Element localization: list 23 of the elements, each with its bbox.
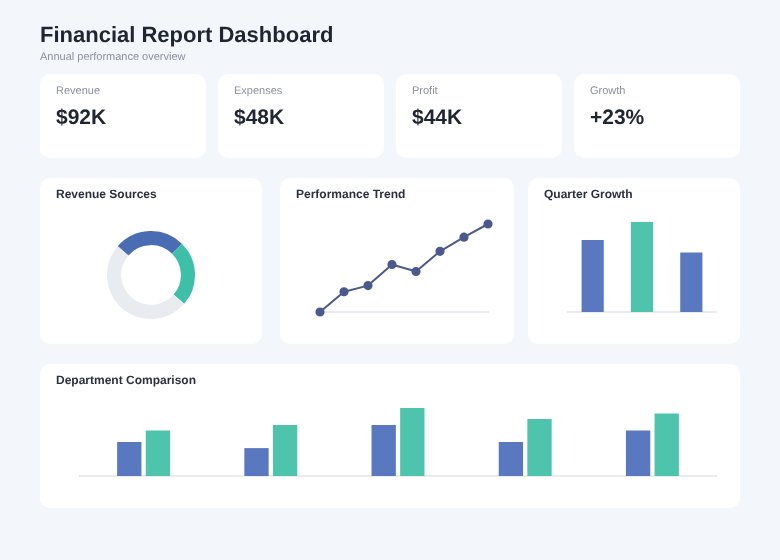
- bar: [654, 413, 679, 476]
- point: [339, 287, 349, 297]
- text: $48K: [234, 106, 285, 130]
- bar: [400, 408, 425, 476]
- bar: [371, 425, 396, 476]
- bar: [272, 425, 298, 476]
- point: [435, 246, 445, 256]
- text: Financial Report Dashboard: [40, 24, 334, 48]
- bar: [117, 442, 142, 476]
- bar: [145, 430, 171, 476]
- text: $44K: [412, 106, 463, 130]
- point: [363, 281, 373, 291]
- point: [483, 219, 493, 229]
- point: [387, 259, 397, 270]
- text: $92K: [56, 106, 107, 130]
- bar: [498, 442, 524, 476]
- point: [315, 307, 325, 317]
- point: [459, 232, 469, 242]
- text: +23%: [590, 106, 645, 130]
- bar: [527, 418, 552, 476]
- point: [411, 266, 421, 277]
- bar: [244, 448, 269, 476]
- bar: [625, 430, 651, 476]
